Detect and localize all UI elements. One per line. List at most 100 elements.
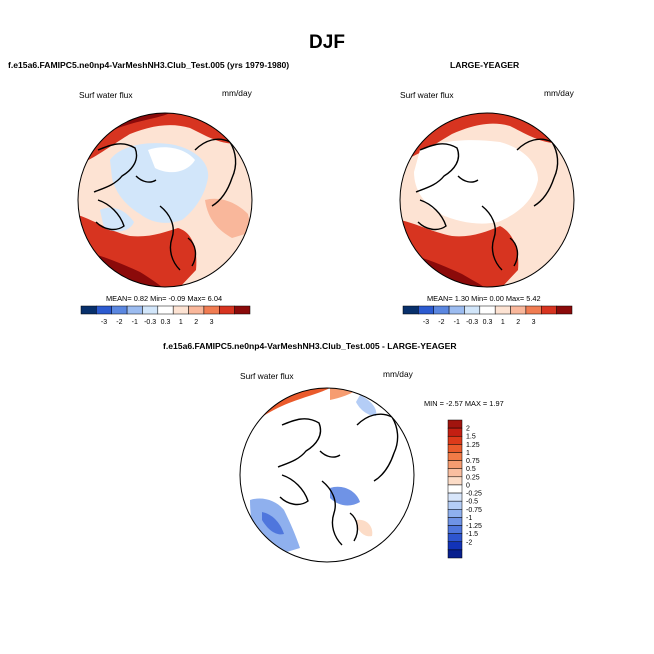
- obs-map: [399, 112, 575, 288]
- model-colorbar-box: [172, 305, 189, 315]
- model-coastlines: [93, 138, 237, 271]
- diff-colorbar-tick-label: 1: [466, 450, 470, 457]
- diff-colorbar-box: [447, 509, 463, 518]
- model-colorbar-box: [96, 305, 112, 315]
- obs-panel-title: LARGE-YEAGER: [450, 60, 520, 70]
- diff-colorbar-box: [447, 452, 463, 461]
- diff-coastlines: [277, 413, 399, 546]
- obs-colorbar-box: [464, 305, 481, 315]
- diff-colorbar-box: [447, 500, 463, 510]
- obs-coastlines: [415, 138, 559, 271]
- diff-colorbar-box: [447, 517, 463, 526]
- model-units-label: mm/day: [222, 88, 252, 98]
- model-variable-label: Surf water flux: [79, 90, 133, 100]
- model-colorbar-box: [203, 305, 220, 315]
- obs-colorbar-box: [448, 305, 465, 315]
- obs-colorbar-tick-label: 2: [516, 319, 520, 326]
- diff-colorbar-tick-label: -1.25: [466, 523, 482, 530]
- obs-colorbar-box: [402, 305, 419, 315]
- diff-colorbar-box: [447, 427, 463, 437]
- diff-colorbar-box: [447, 460, 463, 469]
- model-colorbar-box: [142, 305, 159, 315]
- diff-colorbar-box: [447, 533, 463, 543]
- diff-colorbar-tick-label: 0: [466, 482, 470, 489]
- diff-barents-negative: [330, 486, 360, 506]
- model-colorbar-box: [80, 305, 97, 315]
- model-colorbar-tick-label: 2: [194, 319, 198, 326]
- diff-colorbar-box: [447, 435, 463, 445]
- obs-map-boundary: [399, 112, 575, 288]
- diff-colorbar-tick-label: -2: [466, 539, 472, 546]
- model-colorbar-box: [219, 305, 235, 315]
- obs-colorbar-box: [556, 305, 573, 315]
- diff-colorbar: 21.51.2510.750.50.250-0.25-0.5-0.75-1-1.…: [447, 419, 482, 559]
- diff-colorbar-tick-label: 0.25: [466, 474, 480, 481]
- obs-colorbar-box: [433, 305, 450, 315]
- diff-colorbar-tick-label: -0.5: [466, 499, 478, 506]
- diff-map-boundary: [239, 387, 415, 563]
- obs-colorbar-tick-label: -1: [454, 319, 460, 326]
- obs-hudson-bay-patch: [420, 208, 446, 227]
- diff-colorbar-tick-label: 2: [466, 426, 470, 433]
- diff-europe-positive: [356, 519, 373, 537]
- diff-colorbar-tick-label: -1: [466, 515, 472, 522]
- model-colorbar-tick-label: 1: [179, 319, 183, 326]
- model-colorbar-box: [157, 305, 174, 315]
- obs-colorbar-tick-label: 0.3: [483, 319, 493, 326]
- obs-colorbar-box: [418, 305, 434, 315]
- diff-colorbar-box: [447, 484, 463, 494]
- obs-colorbar-tick-label: -3: [423, 319, 429, 326]
- model-hudson-bay-negative: [100, 207, 134, 232]
- obs-colorbar-tick-label: 3: [532, 319, 536, 326]
- diff-colorbar-box: [447, 541, 463, 551]
- obs-colorbar: -3 -2 -1 -0.3 0.3 1 2 3: [402, 305, 573, 326]
- model-panel-title: f.e15a6.FAMIPC5.ne0np4-VarMeshNH3.Club_T…: [8, 60, 290, 70]
- obs-units-label: mm/day: [544, 88, 574, 98]
- model-colorbar-box: [126, 305, 143, 315]
- diff-panel-title: f.e15a6.FAMIPC5.ne0np4-VarMeshNH3.Club_T…: [163, 341, 457, 351]
- model-central-arctic-white: [148, 147, 195, 173]
- obs-pacific-storm-track: [400, 113, 574, 162]
- obs-colorbar-box: [479, 305, 496, 315]
- diff-variable-label: Surf water flux: [240, 371, 294, 381]
- model-colorbar-tick-label: 0.3: [161, 319, 171, 326]
- model-colorbar-tick-label: -0.3: [144, 319, 156, 326]
- diff-colorbar-box: [447, 549, 463, 559]
- model-colorbar-box: [111, 305, 128, 315]
- diff-colorbar-tick-label: 1.5: [466, 434, 476, 441]
- obs-colorbar-tick-label: -2: [438, 319, 444, 326]
- obs-colorbar-tick-label: -0.3: [466, 319, 478, 326]
- diff-colorbar-box: [447, 525, 463, 534]
- model-colorbar-box: [188, 305, 205, 315]
- diff-colorbar-box: [447, 419, 463, 429]
- obs-variable-label: Surf water flux: [400, 90, 454, 100]
- obs-colorbar-box: [494, 305, 511, 315]
- diff-colorbar-tick-label: 1.25: [466, 442, 480, 449]
- obs-stats: MEAN= 1.30 Min= 0.00 Max= 5.42: [427, 294, 541, 303]
- model-map: [77, 112, 253, 288]
- model-map-boundary: [77, 112, 253, 288]
- model-colorbar: -3 -2 -1 -0.3 0.3 1 2 3: [80, 305, 251, 326]
- model-colorbar-tick-label: -3: [101, 319, 107, 326]
- diff-colorbar-tick-label: 0.75: [466, 458, 480, 465]
- model-colorbar-box: [234, 305, 251, 315]
- model-colorbar-tick-label: -2: [116, 319, 122, 326]
- diff-colorbar-box: [447, 476, 463, 486]
- diff-map: [239, 387, 415, 563]
- diff-colorbar-box: [447, 444, 463, 453]
- obs-colorbar-tick-label: 1: [501, 319, 505, 326]
- diff-west-pacific-negative: [356, 395, 377, 416]
- obs-colorbar-box: [510, 305, 527, 315]
- diff-stats: MIN = -2.57 MAX = 1.97: [424, 399, 504, 408]
- model-europe-patch: [205, 198, 252, 238]
- diff-colorbar-tick-label: -0.25: [466, 491, 482, 498]
- obs-colorbar-box: [525, 305, 542, 315]
- model-colorbar-tick-label: -1: [132, 319, 138, 326]
- diff-colorbar-tick-label: 0.5: [466, 466, 476, 473]
- model-colorbar-tick-label: 3: [210, 319, 214, 326]
- obs-colorbar-box: [541, 305, 557, 315]
- diff-colorbar-tick-label: -1.5: [466, 531, 478, 538]
- diff-colorbar-box: [447, 468, 463, 478]
- model-stats: MEAN= 0.82 Min= -0.09 Max= 6.04: [106, 294, 223, 303]
